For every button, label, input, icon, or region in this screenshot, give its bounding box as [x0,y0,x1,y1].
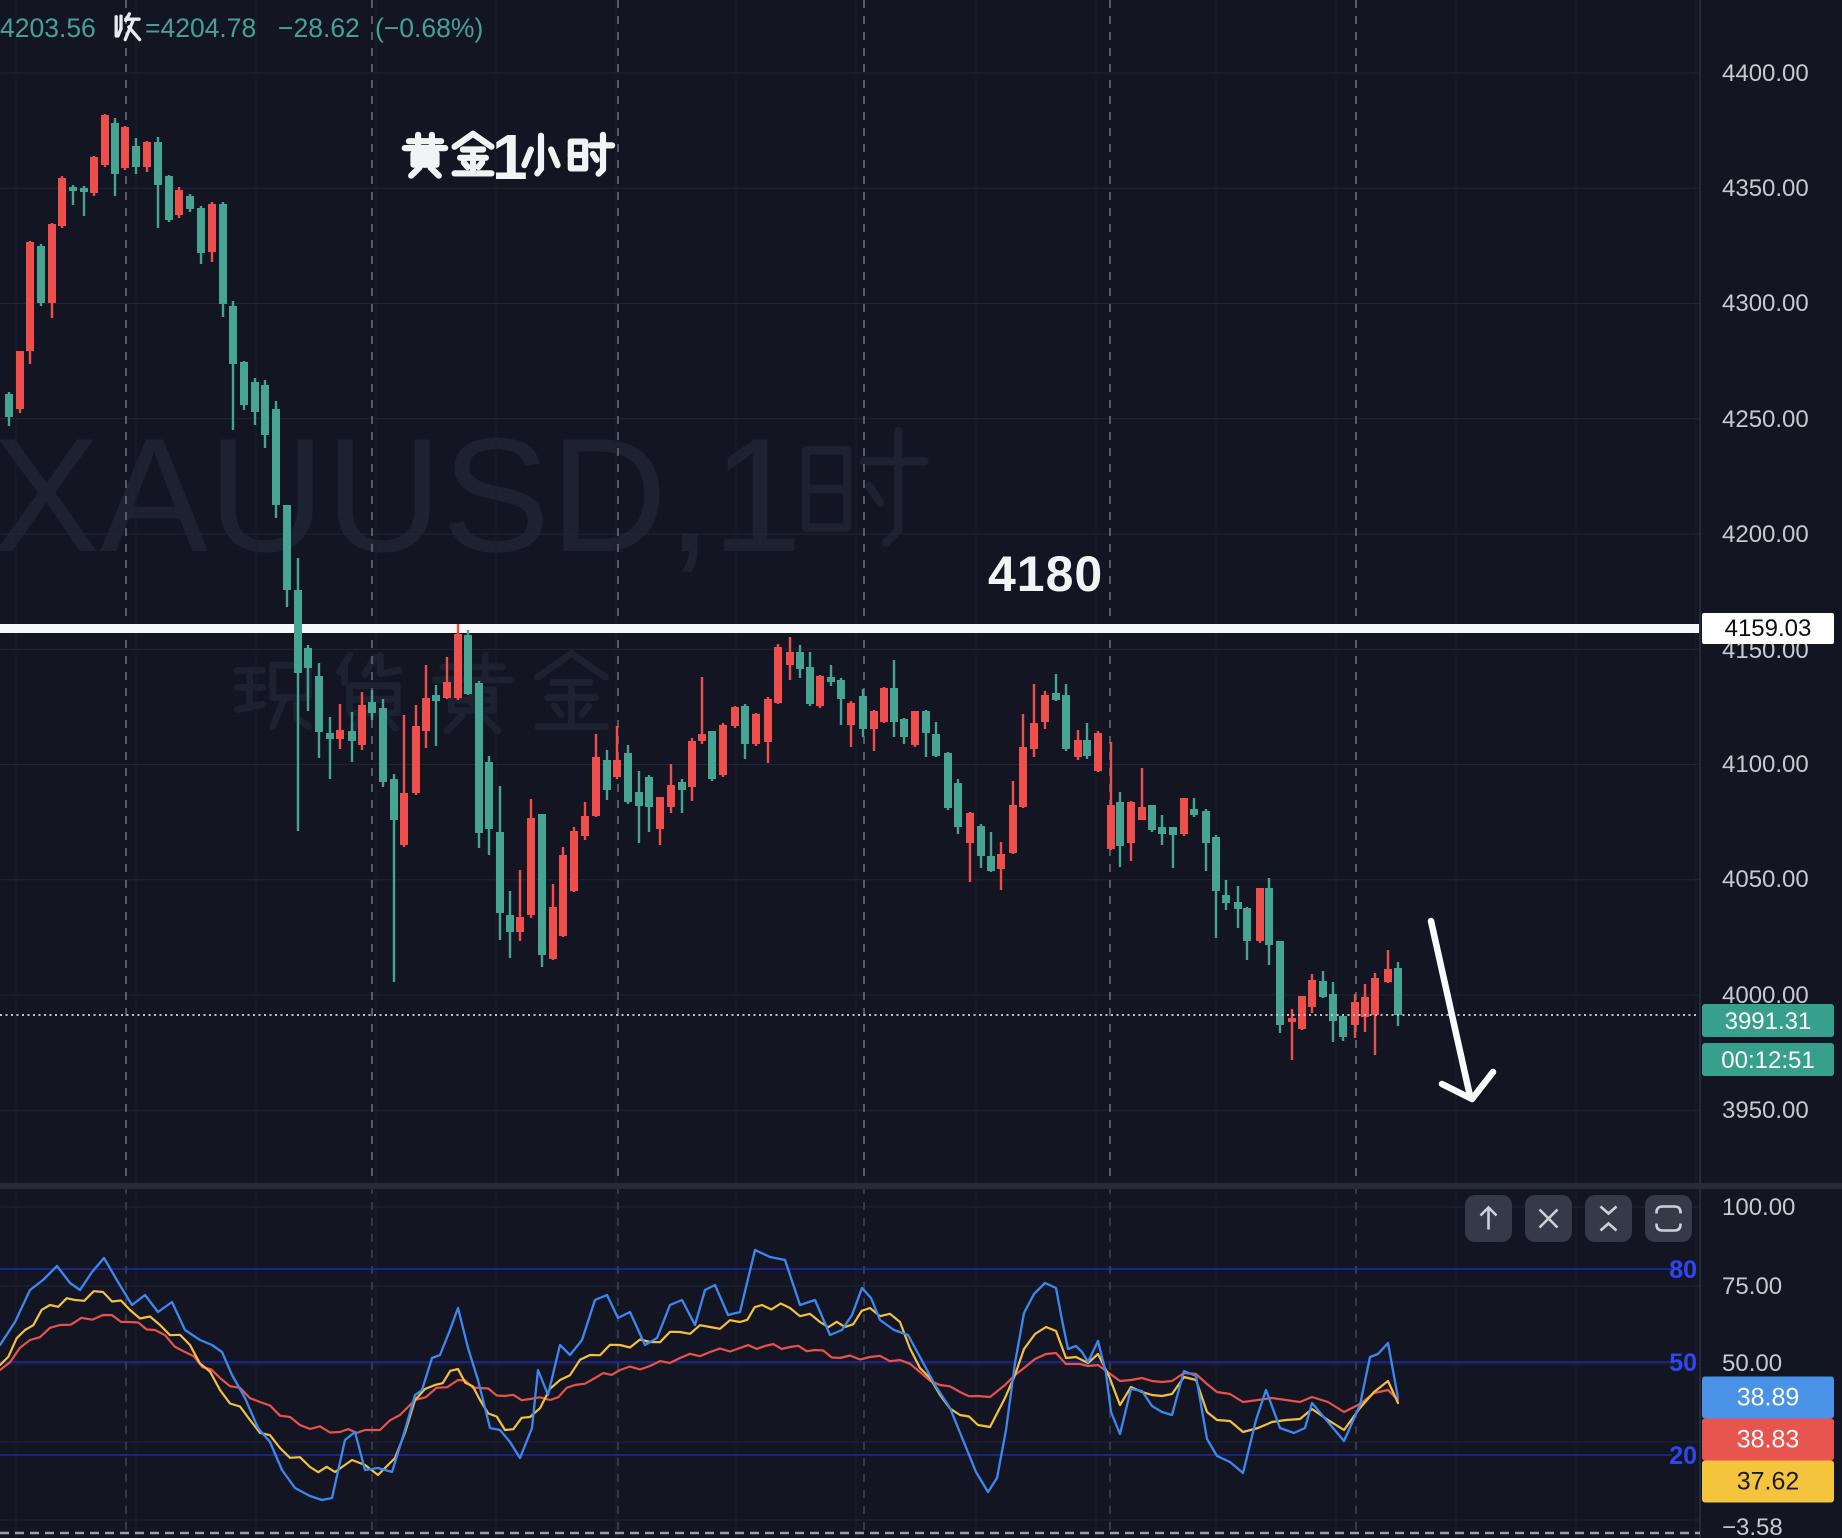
svg-text:75.00: 75.00 [1722,1273,1782,1300]
svg-text:50: 50 [1669,1349,1697,1377]
svg-text:4180: 4180 [988,546,1103,602]
svg-text:38.83: 38.83 [1737,1426,1800,1454]
svg-text:50.00: 50.00 [1722,1350,1782,1377]
svg-text:=4204.78: =4204.78 [145,13,256,43]
svg-text:3950.00: 3950.00 [1722,1097,1809,1124]
svg-text:4159.03: 4159.03 [1725,615,1812,642]
svg-text:100.00: 100.00 [1722,1194,1795,1221]
svg-text:4350.00: 4350.00 [1722,175,1809,202]
svg-text:3991.31: 3991.31 [1725,1008,1812,1035]
svg-text:4050.00: 4050.00 [1722,866,1809,893]
svg-text:4250.00: 4250.00 [1722,406,1809,433]
svg-text:1: 1 [492,121,528,193]
svg-text:4200.00: 4200.00 [1722,521,1809,548]
svg-text:(−0.68%): (−0.68%) [375,13,483,43]
svg-text:4203.56: 4203.56 [0,13,96,43]
svg-text:−3.58: −3.58 [1722,1514,1783,1538]
svg-text:−28.62: −28.62 [278,13,360,43]
svg-text:4300.00: 4300.00 [1722,290,1809,317]
svg-text:4100.00: 4100.00 [1722,751,1809,778]
svg-text:20: 20 [1669,1442,1697,1470]
svg-text:80: 80 [1669,1256,1697,1284]
svg-text:4400.00: 4400.00 [1722,60,1809,87]
svg-text:38.89: 38.89 [1737,1384,1800,1412]
svg-text:00:12:51: 00:12:51 [1721,1047,1814,1074]
svg-text:XAUUSD,1: XAUUSD,1 [0,405,802,586]
svg-text:37.62: 37.62 [1737,1468,1800,1496]
